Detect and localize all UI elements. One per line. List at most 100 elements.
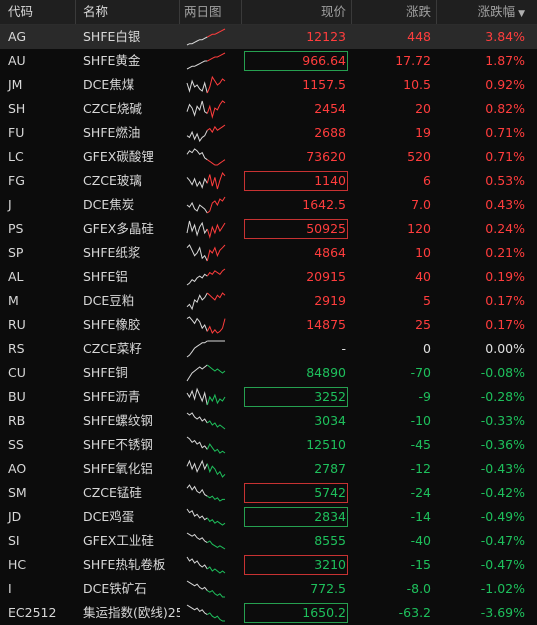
price-value: 4864	[314, 245, 346, 260]
two-day-sparkline	[186, 556, 226, 574]
table-row[interactable]: RS CZCE菜籽 - 0 0.00%	[0, 337, 537, 361]
cell-change: -15	[410, 557, 431, 572]
table-row[interactable]: AU SHFE黄金 966.64 17.72 1.87%	[0, 49, 537, 73]
column-header-pct[interactable]: 涨跌幅 ▼	[436, 0, 537, 24]
cell-pct: -0.33%	[480, 413, 525, 428]
two-day-sparkline	[186, 292, 226, 311]
table-row[interactable]: SH CZCE烧碱 2454 20 0.82%	[0, 97, 537, 121]
cell-name: SHFE沥青	[83, 389, 141, 404]
two-day-sparkline	[186, 604, 225, 622]
cell-pct: -0.43%	[480, 461, 525, 476]
cell-name: GFEX工业硅	[83, 533, 154, 548]
table-row[interactable]: J DCE焦炭 1642.5 7.0 0.43%	[0, 193, 537, 217]
table-row[interactable]: SI GFEX工业硅 8555 -40 -0.47%	[0, 529, 537, 553]
cell-sparkline	[180, 481, 242, 505]
table-row[interactable]: RU SHFE橡胶 14875 25 0.17%	[0, 313, 537, 337]
column-divider[interactable]	[241, 0, 242, 24]
sparkline-day2	[206, 566, 226, 574]
table-row[interactable]: RB SHFE螺纹钢 3034 -10 -0.33%	[0, 409, 537, 433]
table-row[interactable]: SS SHFE不锈钢 12510 -45 -0.36%	[0, 433, 537, 457]
sparkline-day1	[186, 201, 208, 214]
cell-name: SHFE纸浆	[83, 245, 141, 260]
column-divider[interactable]	[75, 0, 76, 24]
cell-price: 1140	[242, 169, 352, 193]
sparkline-day2	[206, 196, 226, 214]
table-row[interactable]: M DCE豆粕 2919 5 0.17%	[0, 289, 537, 313]
table-row[interactable]: LC GFEX碳酸锂 73620 520 0.71%	[0, 145, 537, 169]
column-header-name[interactable]: 名称	[75, 0, 180, 24]
sparkline-day2	[207, 28, 226, 38]
column-header-change[interactable]: 涨跌	[351, 0, 437, 24]
price-value: 2688	[314, 125, 346, 140]
table-row[interactable]: CU SHFE铜 84890 -70 -0.08%	[0, 361, 537, 385]
sparkline-day2	[207, 124, 226, 134]
cell-name: SHFE热轧卷板	[83, 557, 166, 572]
cell-code: AG	[8, 29, 27, 44]
cell-pct: 3.84%	[485, 29, 525, 44]
cell-sparkline	[180, 169, 242, 193]
cell-change: -10	[410, 413, 431, 428]
cell-price: 1642.5	[242, 193, 352, 217]
table-row[interactable]: FG CZCE玻璃 1140 6 0.53%	[0, 169, 537, 193]
column-header-chart[interactable]: 两日图	[179, 0, 242, 24]
cell-code: HC	[8, 557, 27, 572]
column-header-price[interactable]: 现价	[241, 0, 352, 24]
cell-pct: -0.42%	[480, 485, 525, 500]
table-row[interactable]: HC SHFE热轧卷板 3210 -15 -0.47%	[0, 553, 537, 577]
cell-change: 7.0	[411, 197, 431, 212]
table-row[interactable]: SM CZCE锰硅 5742 -24 -0.42%	[0, 481, 537, 505]
table-row[interactable]: SP SHFE纸浆 4864 10 0.21%	[0, 241, 537, 265]
cell-sparkline	[180, 97, 242, 121]
table-row[interactable]: FU SHFE燃油 2688 19 0.71%	[0, 121, 537, 145]
sparkline-day1	[186, 100, 208, 117]
cell-code: SM	[8, 485, 27, 500]
cell-name: CZCE锰硅	[83, 485, 142, 500]
price-flash-box	[244, 171, 348, 191]
table-row[interactable]: AO SHFE氧化铝 2787 -12 -0.43%	[0, 457, 537, 481]
sparkline-day1	[186, 556, 208, 570]
two-day-sparkline	[186, 436, 226, 454]
cell-price: 8555	[242, 529, 352, 553]
column-divider[interactable]	[179, 0, 180, 24]
cell-code: M	[8, 293, 19, 308]
sparkline-day2	[206, 393, 226, 406]
table-row[interactable]: JD DCE鸡蛋 2834 -14 -0.49%	[0, 505, 537, 529]
two-day-sparkline	[186, 532, 226, 550]
two-day-sparkline	[186, 124, 226, 143]
cell-sparkline	[180, 313, 242, 337]
table-row[interactable]: EC2512 集运指数(欧线)25 1650.2 -63.2 -3.69%	[0, 601, 537, 625]
cell-sparkline	[180, 337, 242, 361]
cell-price: 3252	[242, 385, 352, 409]
sparkline-day1	[186, 340, 208, 358]
price-value: 20915	[306, 269, 346, 284]
table-row[interactable]: BU SHFE沥青 3252 -9 -0.28%	[0, 385, 537, 409]
sparkline-day2	[206, 517, 226, 526]
price-value: 2834	[314, 509, 346, 524]
column-divider[interactable]	[351, 0, 352, 24]
cell-code: RU	[8, 317, 26, 332]
cell-pct: 0.92%	[485, 77, 525, 92]
cell-sparkline	[180, 457, 242, 481]
price-value: 12123	[306, 29, 346, 44]
sparkline-day1	[186, 220, 208, 237]
table-row[interactable]: AG SHFE白银 12123 448 3.84%	[0, 25, 537, 49]
table-row[interactable]: AL SHFE铝 20915 40 0.19%	[0, 265, 537, 289]
price-value: 1140	[314, 173, 346, 188]
cell-name: GFEX碳酸锂	[83, 149, 154, 164]
column-header-change-label: 涨跌	[405, 4, 431, 19]
table-row[interactable]: PS GFEX多晶硅 50925 120 0.24%	[0, 217, 537, 241]
cell-sparkline	[180, 193, 242, 217]
column-divider[interactable]	[436, 0, 437, 24]
cell-pct: 0.19%	[485, 269, 525, 284]
two-day-sparkline	[186, 340, 225, 358]
table-row[interactable]: I DCE铁矿石 772.5 -8.0 -1.02%	[0, 577, 537, 601]
cell-pct: -3.69%	[480, 605, 525, 620]
price-value: 966.64	[302, 53, 346, 68]
table-row[interactable]: JM DCE焦煤 1157.5 10.5 0.92%	[0, 73, 537, 97]
sparkline-day2	[206, 364, 226, 374]
cell-price: 2787	[242, 457, 352, 481]
price-value: 2454	[314, 101, 346, 116]
cell-code: JD	[8, 509, 22, 524]
column-header-code[interactable]: 代码	[0, 0, 76, 24]
sparkline-day1	[186, 79, 208, 94]
